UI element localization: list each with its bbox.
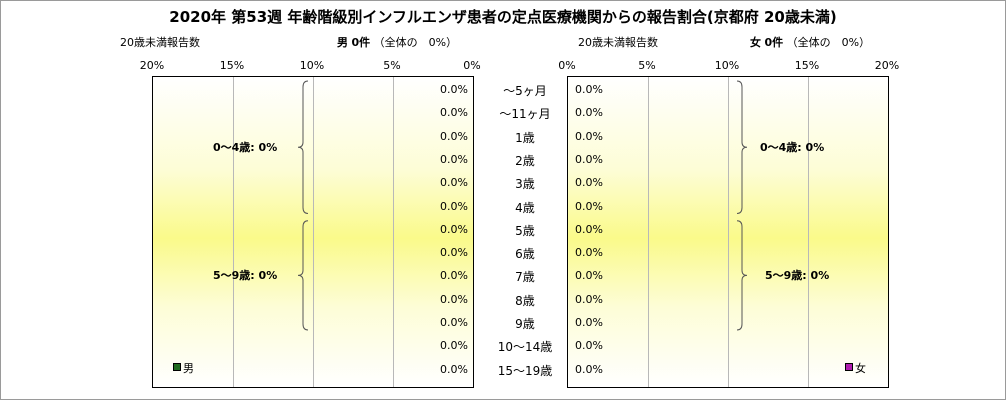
left-count: 0件 [351,36,371,49]
left-tick-label: 5% [383,59,401,72]
male-value-label: 0.0% [440,339,468,353]
left-sex-summary: 男 0件 （全体の 0%） [337,34,457,50]
age-category-label: 5歳 [515,223,535,238]
right-gridline [808,77,809,387]
female-value-label: 0.0% [575,316,603,329]
male-value-label: 0.0% [440,152,468,166]
right-tick-label: 15% [794,59,820,72]
female-value-label: 0.0% [575,362,603,376]
right-report-count-label: 20歳未満報告数 [578,36,658,49]
male-legend-swatch [173,363,181,371]
left-tick-label: 20% [139,59,165,72]
male-value-label: 0.0% [440,246,468,260]
age-category-label: 4歳 [515,200,535,215]
male-group-label: 5～9歳: 0% [213,269,278,283]
male-value-label: 0.0% [440,222,468,236]
female-value-label: 0.0% [575,176,603,190]
age-category-label: ～11ヶ月 [499,107,551,122]
female-legend: 女 [845,360,866,376]
right-tick-label: 5% [638,59,656,72]
left-tick-label: 15% [219,59,245,72]
female-value-label: 0.0% [575,129,603,143]
age-category-label: ～5ヶ月 [503,84,547,98]
group-brace [297,80,309,214]
right-tick-label: 0% [558,59,576,72]
female-legend-label: 女 [855,362,866,375]
chart-title: 2020年 第53週 年齢階級別インフルエンザ患者の定点医療機関からの報告割合(… [169,8,837,26]
male-value-label: 0.0% [440,129,468,143]
female-group-label: 0～4歳: 0% [760,141,825,155]
male-legend-label: 男 [183,362,194,375]
female-value-label: 0.0% [575,339,603,353]
female-legend-swatch [845,363,853,371]
male-value-label: 0.0% [440,269,468,283]
age-category-label: 6歳 [515,247,535,262]
female-value-label: 0.0% [575,292,603,306]
female-value-label: 0.0% [575,246,603,260]
age-category-label: 8歳 [515,293,535,308]
age-category-label: 15～19歳 [497,363,553,378]
right-count: 0件 [764,36,784,49]
female-group-label: 5～9歳: 0% [765,269,830,283]
female-value-label: 0.0% [575,269,603,283]
group-brace [736,220,748,331]
age-category-label: 2歳 [515,153,535,168]
right-tick-label: 20% [874,59,900,72]
male-legend: 男 [173,360,194,376]
left-gridline [393,77,394,387]
right-gridline [728,77,729,387]
age-category-label: 7歳 [515,270,535,285]
male-value-label: 0.0% [440,316,468,329]
right-sex-summary: 女 0件 （全体の 0%） [750,34,870,50]
male-value-label: 0.0% [440,83,468,96]
right-tick-label: 10% [714,59,740,72]
female-value-label: 0.0% [575,199,603,213]
left-tick-label: 10% [299,59,325,72]
male-value-label: 0.0% [440,362,468,376]
male-value-label: 0.0% [440,199,468,213]
right-share: （全体の 0%） [786,36,871,49]
male-value-label: 0.0% [440,292,468,306]
female-value-label: 0.0% [575,83,603,96]
left-report-count-label: 20歳未満報告数 [120,36,200,49]
male-group-label: 0～4歳: 0% [213,141,278,155]
female-value-label: 0.0% [575,106,603,120]
male-plot-area: 男 0.0% 0.0% 0.0% 0.0% 0.0% 0.0% 0.0% 0.0% 0.0% 0.… [152,76,474,388]
group-brace [736,80,748,214]
age-category-label: 10～14歳 [497,340,553,355]
female-value-label: 0.0% [575,222,603,236]
age-category-label: 9歳 [515,317,535,331]
left-sex-label: 男 [337,36,348,49]
group-brace [297,220,309,331]
female-value-label: 0.0% [575,152,603,166]
right-gridline [648,77,649,387]
male-value-label: 0.0% [440,176,468,190]
left-tick-label: 0% [463,59,481,72]
age-category-label: 3歳 [515,177,535,192]
age-category-label: 1歳 [515,130,535,145]
left-gridline [313,77,314,387]
female-plot-area: 女 0.0% 0.0% 0.0% 0.0% 0.0% 0.0% 0.0% 0.0% 0.0% 0.… [567,76,889,388]
male-value-label: 0.0% [440,106,468,120]
left-share: （全体の 0%） [373,36,458,49]
right-sex-label: 女 [750,36,761,49]
left-gridline [233,77,234,387]
